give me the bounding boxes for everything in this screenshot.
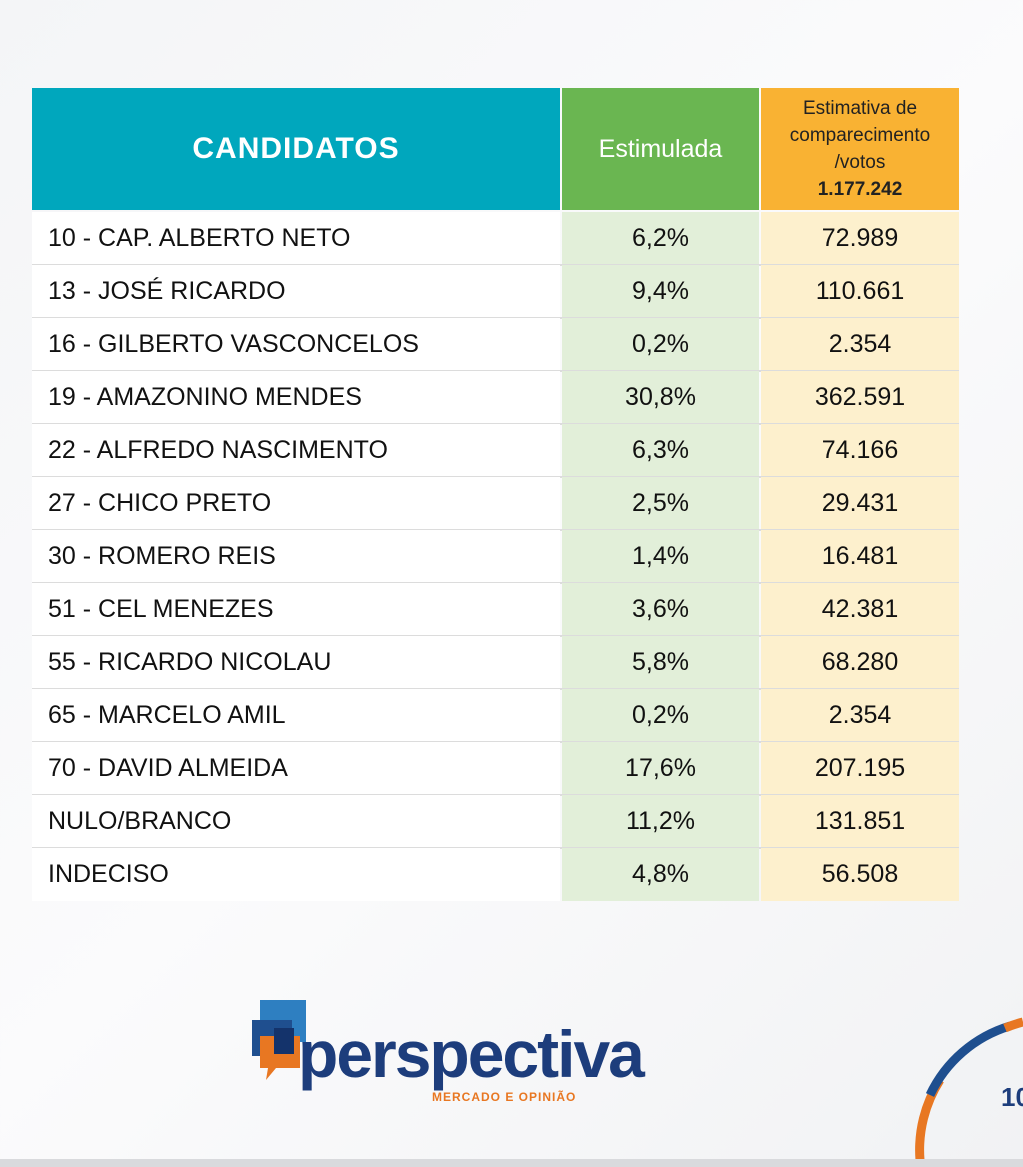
header-total: 1.177.242: [817, 179, 903, 200]
header-cell: Estimulada: [562, 88, 759, 210]
header-text: /votos: [834, 152, 886, 173]
header-text: Estimulada: [598, 134, 723, 163]
votes-cell: 362.591: [761, 371, 959, 424]
header-text: CANDIDATOS: [192, 132, 400, 165]
logo-tagline: MERCADO E OPINIÃO: [432, 1090, 577, 1104]
votes-cell: 42.381: [761, 583, 959, 636]
votes-cell: 207.195: [761, 742, 959, 795]
percent-cell: 6,2%: [562, 212, 759, 265]
candidate-cell: 65 - MARCELO AMIL: [32, 689, 560, 742]
candidate-cell: 22 - ALFREDO NASCIMENTO: [32, 424, 560, 477]
votes-cell: 2.354: [761, 689, 959, 742]
candidate-cell: 70 - DAVID ALMEIDA: [32, 742, 560, 795]
logo-icon: [252, 1000, 306, 1080]
candidate-cell: 16 - GILBERTO VASCONCELOS: [32, 318, 560, 371]
candidate-cell: NULO/BRANCO: [32, 795, 560, 848]
candidate-cell: 13 - JOSÉ RICARDO: [32, 265, 560, 318]
votes-cell: 72.989: [761, 212, 959, 265]
percent-cell: 6,3%: [562, 424, 759, 477]
votes-cell: 2.354: [761, 318, 959, 371]
candidate-cell: 10 - CAP. ALBERTO NETO: [32, 212, 560, 265]
percent-cell: 17,6%: [562, 742, 759, 795]
page-number: 10: [1001, 1082, 1023, 1112]
votes-cell: 68.280: [761, 636, 959, 689]
votes-cell: 131.851: [761, 795, 959, 848]
candidate-cell: 30 - ROMERO REIS: [32, 530, 560, 583]
votes-cell: 29.431: [761, 477, 959, 530]
header-cell: CANDIDATOS: [32, 88, 560, 210]
votes-cell: 74.166: [761, 424, 959, 477]
header-text: comparecimento: [789, 125, 931, 146]
percent-cell: 11,2%: [562, 795, 759, 848]
candidate-cell: 27 - CHICO PRETO: [32, 477, 560, 530]
percent-cell: 3,6%: [562, 583, 759, 636]
votes-cell: 110.661: [761, 265, 959, 318]
percent-cell: 0,2%: [562, 318, 759, 371]
candidate-cell: INDECISO: [32, 848, 560, 901]
logo: perspectiva MERCADO E OPINIÃO: [252, 992, 645, 1107]
bottom-strip: [0, 1159, 1023, 1167]
percent-cell: 0,2%: [562, 689, 759, 742]
percent-cell: 5,8%: [562, 636, 759, 689]
candidate-cell: 51 - CEL MENEZES: [32, 583, 560, 636]
percent-cell: 2,5%: [562, 477, 759, 530]
votes-cell: 16.481: [761, 530, 959, 583]
candidate-cell: 19 - AMAZONINO MENDES: [32, 371, 560, 424]
header-text: Estimativa de: [802, 98, 918, 119]
candidate-cell: 55 - RICARDO NICOLAU: [32, 636, 560, 689]
votes-cell: 56.508: [761, 848, 959, 901]
header-cell: Estimativa de comparecimento /votos 1.17…: [761, 88, 959, 210]
percent-cell: 4,8%: [562, 848, 759, 901]
percent-cell: 9,4%: [562, 265, 759, 318]
percent-cell: 30,8%: [562, 371, 759, 424]
logo-name: perspectiva: [298, 1017, 645, 1091]
percent-cell: 1,4%: [562, 530, 759, 583]
